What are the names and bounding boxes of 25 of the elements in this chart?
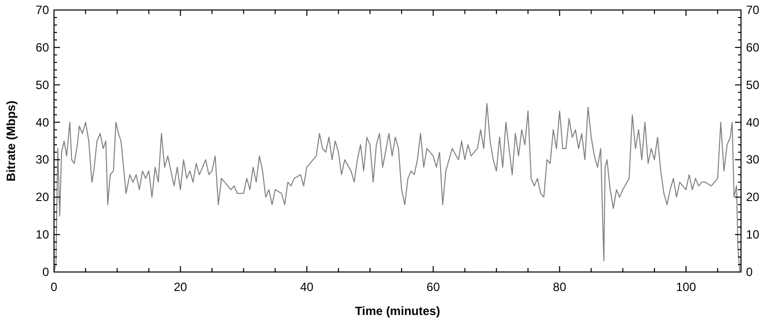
y2-tick-label: 60 xyxy=(746,40,760,54)
x-axis-title: Time (minutes) xyxy=(354,304,440,318)
y2-tick-label: 50 xyxy=(746,78,760,92)
y-tick-label: 30 xyxy=(36,152,50,167)
x-tick-label: 0 xyxy=(50,280,58,294)
y2-tick-label: 30 xyxy=(746,152,760,167)
y-tick-label: 20 xyxy=(36,190,50,204)
line-series xyxy=(54,103,740,272)
y2-tick-label: 20 xyxy=(746,190,760,204)
y-axis-title: Bitrate (Mbps) xyxy=(4,100,18,182)
y-tick-label: 0 xyxy=(42,265,50,279)
x-tick-label: 40 xyxy=(300,280,314,294)
y-tick-label: 10 xyxy=(36,228,50,242)
y-tick-label: 70 xyxy=(36,3,50,17)
x-tick-label: 20 xyxy=(174,280,188,294)
y2-tick-label: 10 xyxy=(746,228,760,242)
y-tick-label: 60 xyxy=(36,40,50,54)
y2-tick-label: 40 xyxy=(746,115,760,130)
x-tick-label: 80 xyxy=(552,280,567,294)
y-tick-label: 50 xyxy=(36,78,50,92)
y2-tick-label: 70 xyxy=(746,3,760,17)
x-tick-label: 60 xyxy=(426,280,440,294)
y2-tick-label: 0 xyxy=(746,265,753,279)
x-tick-label: 100 xyxy=(676,280,696,294)
y-tick-label: 40 xyxy=(36,115,50,130)
